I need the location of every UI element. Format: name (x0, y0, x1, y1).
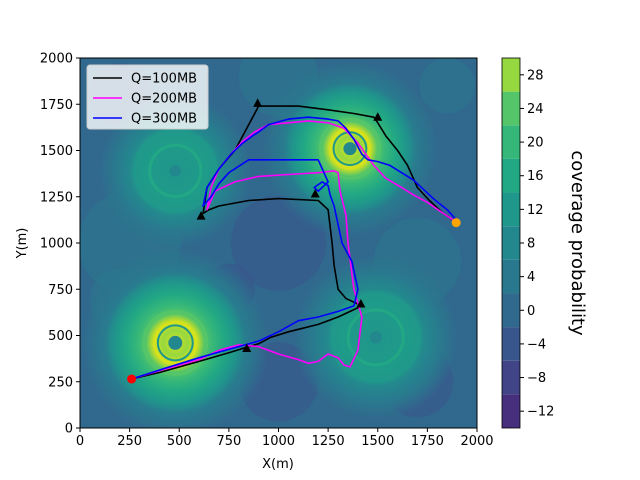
waypoint-triangle-6 (242, 343, 252, 352)
colorbar-tick-label: 20 (527, 136, 544, 151)
waypoint-triangle-5 (356, 299, 366, 308)
legend-box (86, 64, 209, 130)
x-tick-label: 250 (117, 434, 142, 449)
contour-ring (142, 309, 209, 376)
legend-label-3: Q=300MB (131, 112, 197, 127)
legend-label-2: Q=200MB (131, 92, 197, 107)
y-axis-label: Y(m) (15, 228, 30, 260)
legend-label-1: Q=100MB (131, 72, 197, 87)
contour-core (169, 165, 181, 177)
contour-ring (359, 321, 393, 354)
x-tick-label: 1750 (411, 434, 444, 449)
colorbar-band (502, 125, 520, 159)
colorbar-tick-label: 12 (527, 203, 544, 218)
y-tick-label: 2000 (40, 52, 73, 67)
colorbar-band (502, 327, 520, 361)
plot-area (79, 57, 478, 429)
contour-ring (346, 308, 405, 367)
colorbar-band (502, 58, 520, 92)
colorbar-label: coverage probability (567, 150, 588, 336)
x-axis: 0 250 500 750 1000 1250 1500 1750 2000 (76, 428, 494, 449)
contour-ring (332, 131, 368, 167)
contour-ring (160, 155, 191, 187)
colorbar-tick-label: 16 (527, 169, 544, 184)
y-tick-label: 250 (48, 375, 73, 390)
legend: Q=100MB Q=200MB Q=300MB (86, 64, 209, 130)
colorbar-band (502, 259, 520, 294)
colorbar-tick-label: 8 (527, 237, 535, 252)
waypoint-triangle-3 (310, 188, 320, 198)
y-tick-label: 750 (48, 283, 73, 298)
series-line-3 (131, 116, 458, 380)
y-tick-label: 1500 (40, 144, 73, 159)
contour-ring (148, 143, 203, 198)
waypoint-markers (127, 98, 461, 384)
colorbar-tick-label: 28 (527, 68, 544, 83)
waypoint-triangle-2 (253, 98, 263, 107)
colorbar-tick-label: −4 (527, 337, 546, 352)
series-line-1 (131, 105, 458, 380)
start-point (127, 374, 137, 384)
x-tick-label: 2000 (460, 434, 493, 449)
y-tick-label: 1250 (40, 190, 73, 205)
y-tick-label: 1750 (40, 98, 73, 113)
waypoint-triangle-1 (196, 211, 206, 220)
end-point (451, 218, 461, 228)
colorbar-band (502, 158, 520, 193)
colorbar-tick-label: −8 (527, 371, 546, 386)
colorbar: −12 −8 −4 0 4 8 12 16 20 24 28 (501, 57, 554, 429)
contour-core (168, 335, 183, 350)
x-tick-label: 1000 (262, 434, 295, 449)
x-tick-label: 500 (167, 434, 192, 449)
y-tick-label: 500 (48, 329, 73, 344)
colorbar-band (502, 360, 520, 395)
x-tick-label: 0 (76, 434, 84, 449)
contour-field (80, 58, 476, 428)
trajectory-lines (131, 105, 458, 380)
colorbar-band (502, 293, 520, 328)
y-tick-label: 0 (65, 422, 73, 437)
colorbar-tick-label: 0 (527, 304, 535, 319)
colorbar-band (502, 192, 520, 227)
waypoint-triangle-4 (373, 112, 383, 121)
colorbar-tick-label: −12 (527, 405, 554, 420)
colorbar-band (502, 91, 520, 126)
x-tick-label: 750 (216, 434, 241, 449)
x-tick-label: 1250 (312, 434, 345, 449)
colorbar-band (502, 226, 520, 260)
colorbar-band (502, 394, 520, 428)
colorbar-tick-label: 4 (527, 270, 535, 285)
x-tick-label: 1500 (361, 434, 394, 449)
y-axis: 0 250 500 750 1000 1250 1500 1750 2000 (40, 52, 80, 437)
y-tick-label: 1000 (40, 237, 73, 252)
contour-ring (318, 117, 381, 180)
contour-patch (419, 58, 476, 114)
contour-ring (156, 324, 194, 362)
contour-core (343, 142, 357, 156)
contour-core (369, 331, 382, 344)
x-axis-label: X(m) (262, 457, 294, 472)
colorbar-tick-label: 24 (527, 102, 544, 117)
